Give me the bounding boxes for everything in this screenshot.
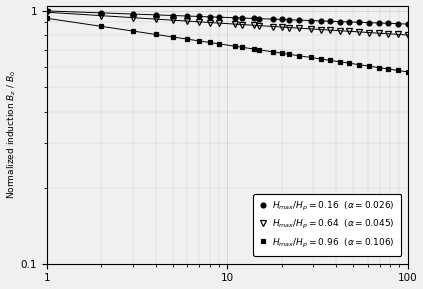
$H_{max} / H_p = 0.64$  ($\alpha = 0.045$) [395,33,400,36]
$H_{max} / H_p = 0.16$  ($\alpha = 0.026$) [185,14,190,18]
$H_{max} / H_p = 0.64$  ($\alpha = 0.045$) [279,25,284,29]
$H_{max} / H_p = 0.64$  ($\alpha = 0.045$) [99,14,104,17]
$H_{max} / H_p = 0.16$  ($\alpha = 0.026$) [170,14,176,17]
$H_{max} / H_p = 0.64$  ($\alpha = 0.045$) [170,18,176,22]
$H_{max} / H_p = 0.96$  ($\alpha = 0.106$) [197,39,202,43]
$H_{max} / H_p = 0.96$  ($\alpha = 0.106$) [405,70,410,74]
$H_{max} / H_p = 0.16$  ($\alpha = 0.026$) [286,18,291,21]
$H_{max} / H_p = 0.16$  ($\alpha = 0.026$) [257,17,262,21]
Line: $H_{max} / H_p = 0.96$  ($\alpha = 0.106$): $H_{max} / H_p = 0.96$ ($\alpha = 0.106$… [44,16,410,74]
$H_{max} / H_p = 0.64$  ($\alpha = 0.045$) [327,28,332,32]
$H_{max} / H_p = 0.64$  ($\alpha = 0.045$) [251,23,256,27]
$H_{max} / H_p = 0.64$  ($\alpha = 0.045$) [376,32,381,35]
$H_{max} / H_p = 0.64$  ($\alpha = 0.045$) [271,25,276,28]
$H_{max} / H_p = 0.16$  ($\alpha = 0.026$) [327,19,332,23]
$H_{max} / H_p = 0.96$  ($\alpha = 0.106$) [297,54,302,58]
$H_{max} / H_p = 0.64$  ($\alpha = 0.045$) [197,20,202,24]
$H_{max} / H_p = 0.16$  ($\alpha = 0.026$) [386,22,391,25]
$H_{max} / H_p = 0.16$  ($\alpha = 0.026$) [297,18,302,22]
$H_{max} / H_p = 0.64$  ($\alpha = 0.045$) [239,23,244,26]
$H_{max} / H_p = 0.16$  ($\alpha = 0.026$) [308,19,313,22]
$H_{max} / H_p = 0.96$  ($\alpha = 0.106$) [271,50,276,54]
$H_{max} / H_p = 0.16$  ($\alpha = 0.026$) [44,9,49,13]
$H_{max} / H_p = 0.96$  ($\alpha = 0.106$) [286,53,291,56]
$H_{max} / H_p = 0.64$  ($\alpha = 0.045$) [217,21,222,25]
$H_{max} / H_p = 0.96$  ($\alpha = 0.106$) [327,59,332,62]
$H_{max} / H_p = 0.16$  ($\alpha = 0.026$) [251,17,256,20]
$H_{max} / H_p = 0.64$  ($\alpha = 0.045$) [232,22,237,26]
$H_{max} / H_p = 0.16$  ($\alpha = 0.026$) [99,11,104,15]
Legend: $H_{max} / H_p = 0.16$  ($\alpha = 0.026$), $H_{max} / H_p = 0.64$  ($\alpha = 0: $H_{max} / H_p = 0.16$ ($\alpha = 0.026$… [253,194,401,256]
$H_{max} / H_p = 0.96$  ($\alpha = 0.106$) [308,56,313,59]
$H_{max} / H_p = 0.16$  ($\alpha = 0.026$) [207,15,212,18]
$H_{max} / H_p = 0.16$  ($\alpha = 0.026$) [131,12,136,16]
$H_{max} / H_p = 0.96$  ($\alpha = 0.106$) [153,33,158,36]
$H_{max} / H_p = 0.16$  ($\alpha = 0.026$) [395,22,400,25]
$H_{max} / H_p = 0.96$  ($\alpha = 0.106$) [207,41,212,44]
$H_{max} / H_p = 0.16$  ($\alpha = 0.026$) [239,16,244,20]
$H_{max} / H_p = 0.96$  ($\alpha = 0.106$) [170,35,176,39]
$H_{max} / H_p = 0.64$  ($\alpha = 0.045$) [386,32,391,36]
$H_{max} / H_p = 0.64$  ($\alpha = 0.045$) [357,30,362,34]
$H_{max} / H_p = 0.64$  ($\alpha = 0.045$) [44,10,49,14]
$H_{max} / H_p = 0.96$  ($\alpha = 0.106$) [131,29,136,33]
$H_{max} / H_p = 0.16$  ($\alpha = 0.026$) [337,20,342,23]
$H_{max} / H_p = 0.64$  ($\alpha = 0.045$) [405,33,410,37]
$H_{max} / H_p = 0.96$  ($\alpha = 0.106$) [217,42,222,46]
$H_{max} / H_p = 0.16$  ($\alpha = 0.026$) [279,18,284,21]
$H_{max} / H_p = 0.96$  ($\alpha = 0.106$) [386,67,391,71]
$H_{max} / H_p = 0.96$  ($\alpha = 0.106$) [337,60,342,64]
$H_{max} / H_p = 0.96$  ($\alpha = 0.106$) [279,51,284,55]
Line: $H_{max} / H_p = 0.16$  ($\alpha = 0.026$): $H_{max} / H_p = 0.16$ ($\alpha = 0.026$… [44,8,410,27]
$H_{max} / H_p = 0.64$  ($\alpha = 0.045$) [131,16,136,19]
$H_{max} / H_p = 0.96$  ($\alpha = 0.106$) [395,69,400,72]
$H_{max} / H_p = 0.64$  ($\alpha = 0.045$) [308,27,313,31]
$H_{max} / H_p = 0.96$  ($\alpha = 0.106$) [357,63,362,66]
$H_{max} / H_p = 0.16$  ($\alpha = 0.026$) [405,22,410,26]
$H_{max} / H_p = 0.96$  ($\alpha = 0.106$) [185,37,190,41]
$H_{max} / H_p = 0.64$  ($\alpha = 0.045$) [337,29,342,32]
$H_{max} / H_p = 0.96$  ($\alpha = 0.106$) [44,16,49,20]
$H_{max} / H_p = 0.16$  ($\alpha = 0.026$) [318,19,323,23]
$H_{max} / H_p = 0.96$  ($\alpha = 0.106$) [257,48,262,51]
$H_{max} / H_p = 0.64$  ($\alpha = 0.045$) [286,26,291,29]
$H_{max} / H_p = 0.96$  ($\alpha = 0.106$) [99,25,104,28]
$H_{max} / H_p = 0.16$  ($\alpha = 0.026$) [197,15,202,18]
$H_{max} / H_p = 0.16$  ($\alpha = 0.026$) [376,21,381,25]
$H_{max} / H_p = 0.64$  ($\alpha = 0.045$) [297,26,302,30]
$H_{max} / H_p = 0.64$  ($\alpha = 0.045$) [318,28,323,31]
$H_{max} / H_p = 0.16$  ($\alpha = 0.026$) [271,17,276,21]
$H_{max} / H_p = 0.16$  ($\alpha = 0.026$) [153,13,158,16]
$H_{max} / H_p = 0.96$  ($\alpha = 0.106$) [346,61,351,65]
$H_{max} / H_p = 0.96$  ($\alpha = 0.106$) [366,64,371,68]
$H_{max} / H_p = 0.64$  ($\alpha = 0.045$) [257,24,262,27]
$H_{max} / H_p = 0.16$  ($\alpha = 0.026$) [346,20,351,24]
$H_{max} / H_p = 0.96$  ($\alpha = 0.106$) [376,66,381,69]
$H_{max} / H_p = 0.16$  ($\alpha = 0.026$) [217,15,222,19]
$H_{max} / H_p = 0.16$  ($\alpha = 0.026$) [232,16,237,19]
$H_{max} / H_p = 0.16$  ($\alpha = 0.026$) [366,21,371,24]
Line: $H_{max} / H_p = 0.64$  ($\alpha = 0.045$): $H_{max} / H_p = 0.64$ ($\alpha = 0.045$… [44,9,411,38]
$H_{max} / H_p = 0.64$  ($\alpha = 0.045$) [153,17,158,21]
Y-axis label: Normalized induction $B_z$ / $B_0$: Normalized induction $B_z$ / $B_0$ [5,70,18,199]
$H_{max} / H_p = 0.64$  ($\alpha = 0.045$) [207,21,212,24]
$H_{max} / H_p = 0.96$  ($\alpha = 0.106$) [232,45,237,48]
$H_{max} / H_p = 0.96$  ($\alpha = 0.106$) [239,45,244,49]
$H_{max} / H_p = 0.64$  ($\alpha = 0.045$) [346,29,351,33]
$H_{max} / H_p = 0.96$  ($\alpha = 0.106$) [251,47,256,51]
$H_{max} / H_p = 0.96$  ($\alpha = 0.106$) [318,57,323,61]
$H_{max} / H_p = 0.64$  ($\alpha = 0.045$) [366,31,371,34]
$H_{max} / H_p = 0.16$  ($\alpha = 0.026$) [357,21,362,24]
$H_{max} / H_p = 0.64$  ($\alpha = 0.045$) [185,19,190,23]
